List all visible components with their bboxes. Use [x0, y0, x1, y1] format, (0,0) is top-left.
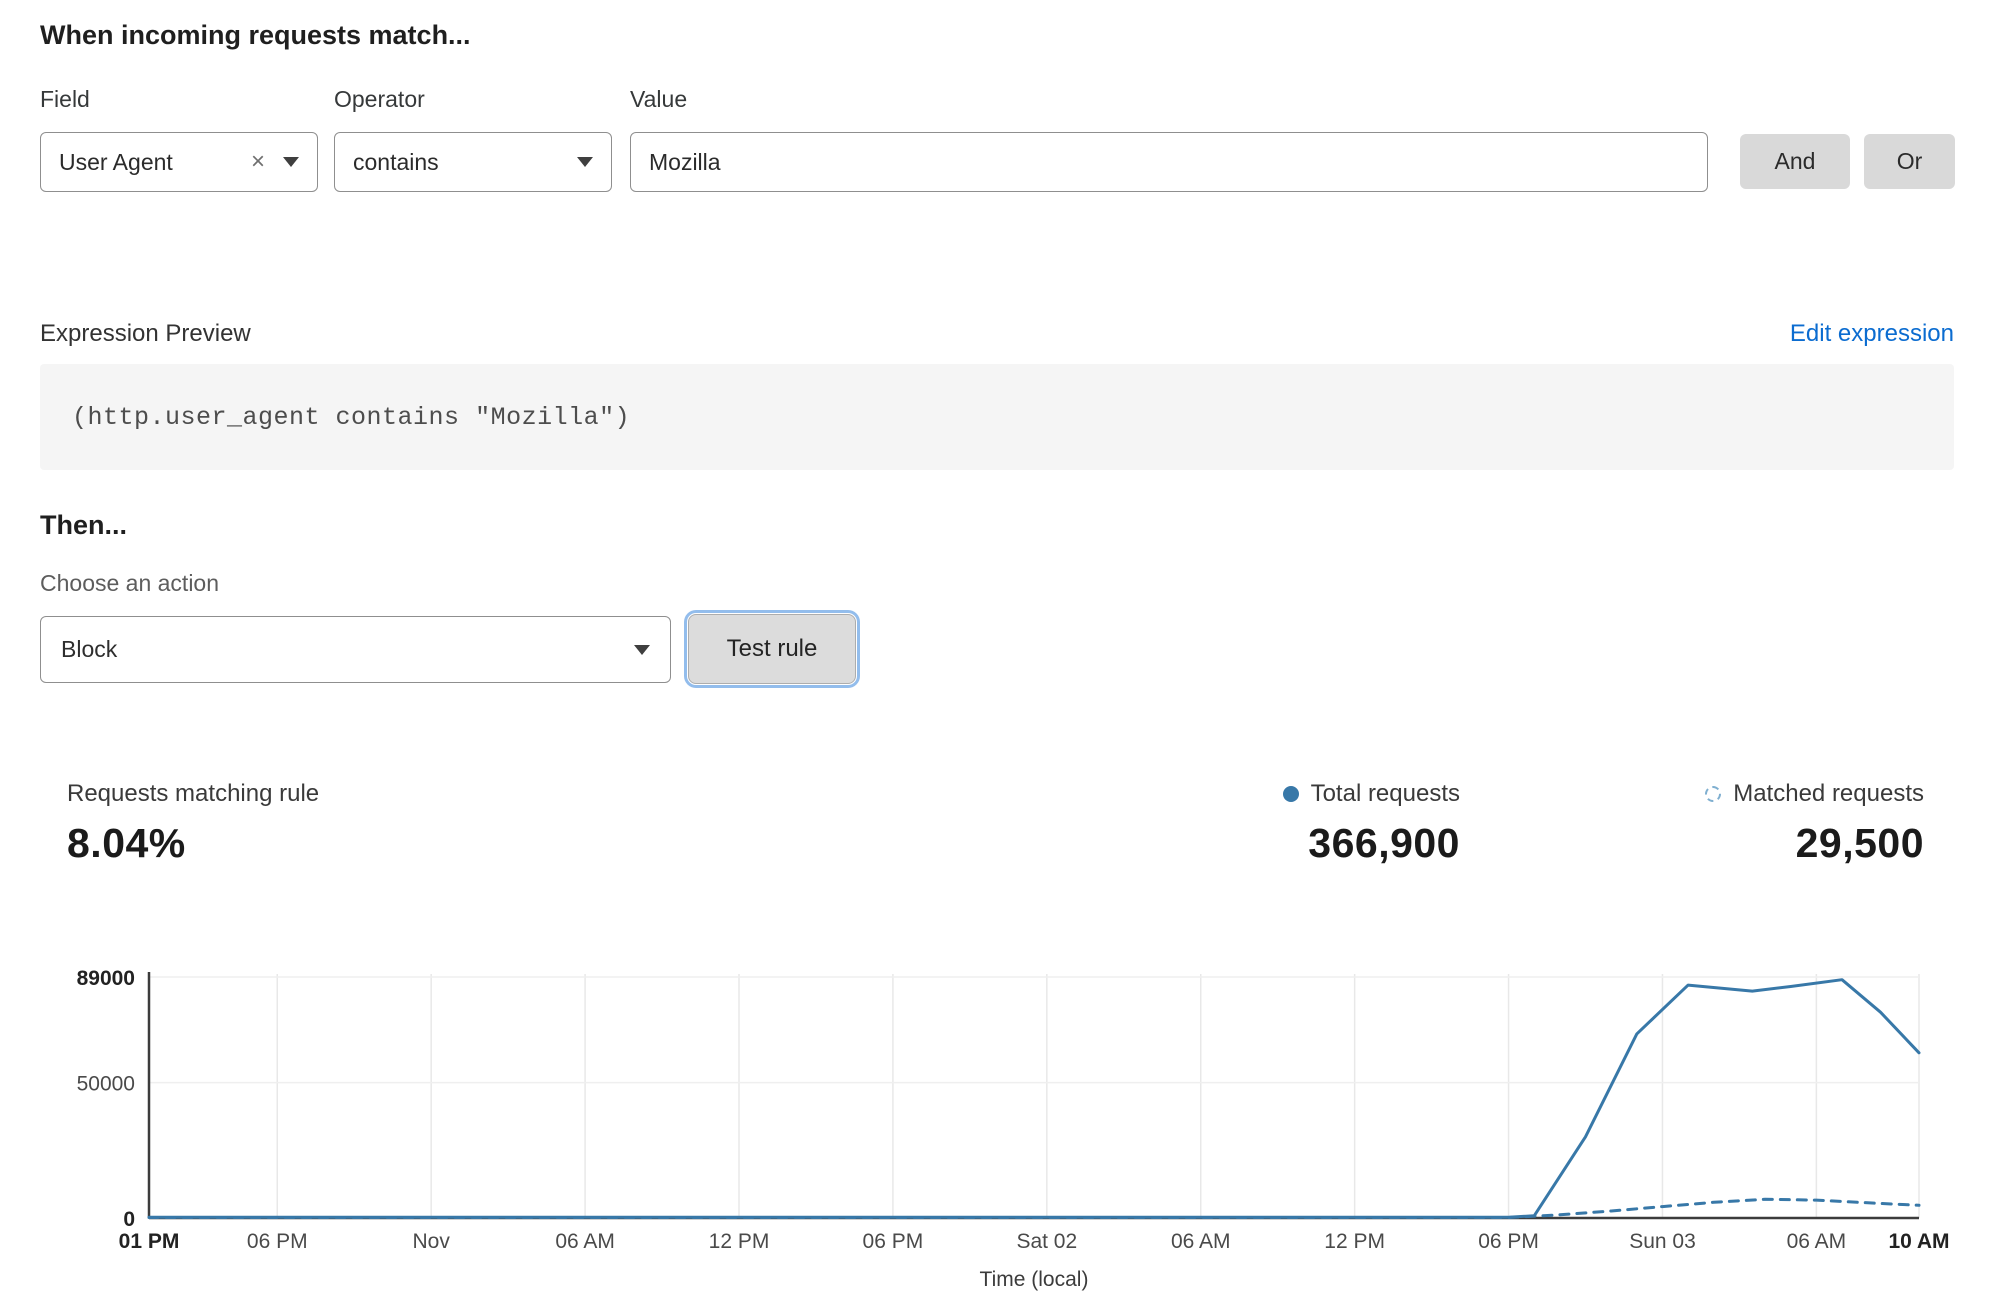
svg-text:12 PM: 12 PM — [1324, 1230, 1385, 1253]
matched-requests-legend-ring-icon — [1705, 786, 1722, 802]
svg-text:06 PM: 06 PM — [247, 1230, 308, 1253]
svg-text:06 AM: 06 AM — [555, 1230, 615, 1253]
svg-text:01 PM: 01 PM — [119, 1230, 180, 1253]
chevron-down-icon — [577, 157, 593, 167]
stat-requests-matching: Requests matching rule 8.04% — [67, 780, 319, 867]
clear-field-icon[interactable]: × — [250, 148, 265, 175]
svg-text:06 AM: 06 AM — [1787, 1230, 1847, 1253]
operator-label: Operator — [334, 86, 425, 112]
matched-requests-value: 29,500 — [1795, 820, 1924, 866]
matched-requests-label: Matched requests — [1733, 780, 1924, 807]
requests-chart: 89000 50000 0 01 PM 06 PM Nov 06 AM 12 PM 06 PM S… — [0, 950, 1999, 1295]
expression-code: (http.user_agent contains "Mozilla") — [72, 402, 631, 432]
stat-matched-requests: Matched requests 29,500 — [1705, 780, 1924, 867]
or-button[interactable]: Or — [1864, 134, 1955, 189]
svg-text:10 AM: 10 AM — [1888, 1230, 1949, 1253]
requests-matching-label: Requests matching rule — [67, 780, 320, 807]
action-select[interactable]: Block — [40, 616, 671, 683]
total-requests-value: 366,900 — [1308, 820, 1460, 866]
field-label: Field — [40, 86, 90, 112]
choose-action-label: Choose an action — [40, 570, 220, 596]
expression-preview-box: (http.user_agent contains "Mozilla") — [40, 364, 1954, 470]
svg-text:06 PM: 06 PM — [863, 1230, 924, 1253]
svg-text:Sat 02: Sat 02 — [1016, 1230, 1077, 1253]
action-select-value: Block — [61, 636, 118, 662]
section-title-then: Then... — [40, 510, 127, 540]
requests-matching-value: 8.04% — [67, 820, 186, 866]
test-rule-button[interactable]: Test rule — [688, 614, 856, 684]
chevron-down-icon — [634, 644, 650, 655]
svg-text:Sun 03: Sun 03 — [1629, 1230, 1696, 1253]
svg-text:50000: 50000 — [77, 1073, 135, 1096]
section-title-match: When incoming requests match... — [40, 20, 471, 50]
edit-expression-link[interactable]: Edit expression — [1789, 320, 1954, 347]
total-requests-label: Total requests — [1310, 780, 1460, 807]
svg-text:Nov: Nov — [412, 1230, 450, 1253]
svg-text:0: 0 — [123, 1208, 135, 1231]
svg-text:12 PM: 12 PM — [709, 1230, 770, 1253]
stat-total-requests: Total requests 366,900 — [1282, 780, 1460, 867]
svg-text:06 AM: 06 AM — [1171, 1230, 1231, 1253]
svg-text:Time (local): Time (local) — [980, 1268, 1089, 1291]
chevron-down-icon — [283, 157, 299, 167]
and-button[interactable]: And — [1740, 134, 1850, 189]
value-input[interactable] — [630, 132, 1708, 192]
svg-text:89000: 89000 — [77, 967, 135, 990]
field-select[interactable]: User Agent × — [40, 132, 318, 192]
svg-text:06 PM: 06 PM — [1478, 1230, 1539, 1253]
field-select-value: User Agent — [59, 148, 173, 175]
expression-preview-label: Expression Preview — [40, 320, 251, 347]
total-requests-legend-dot-icon — [1282, 786, 1299, 802]
requests-chart-svg: 89000 50000 001 PM 06 PM Nov 06 AM 12 PM 06 PM S… — [77, 967, 1950, 1291]
operator-select[interactable]: contains — [334, 132, 612, 192]
value-label: Value — [630, 86, 688, 112]
operator-select-value: contains — [353, 148, 439, 175]
